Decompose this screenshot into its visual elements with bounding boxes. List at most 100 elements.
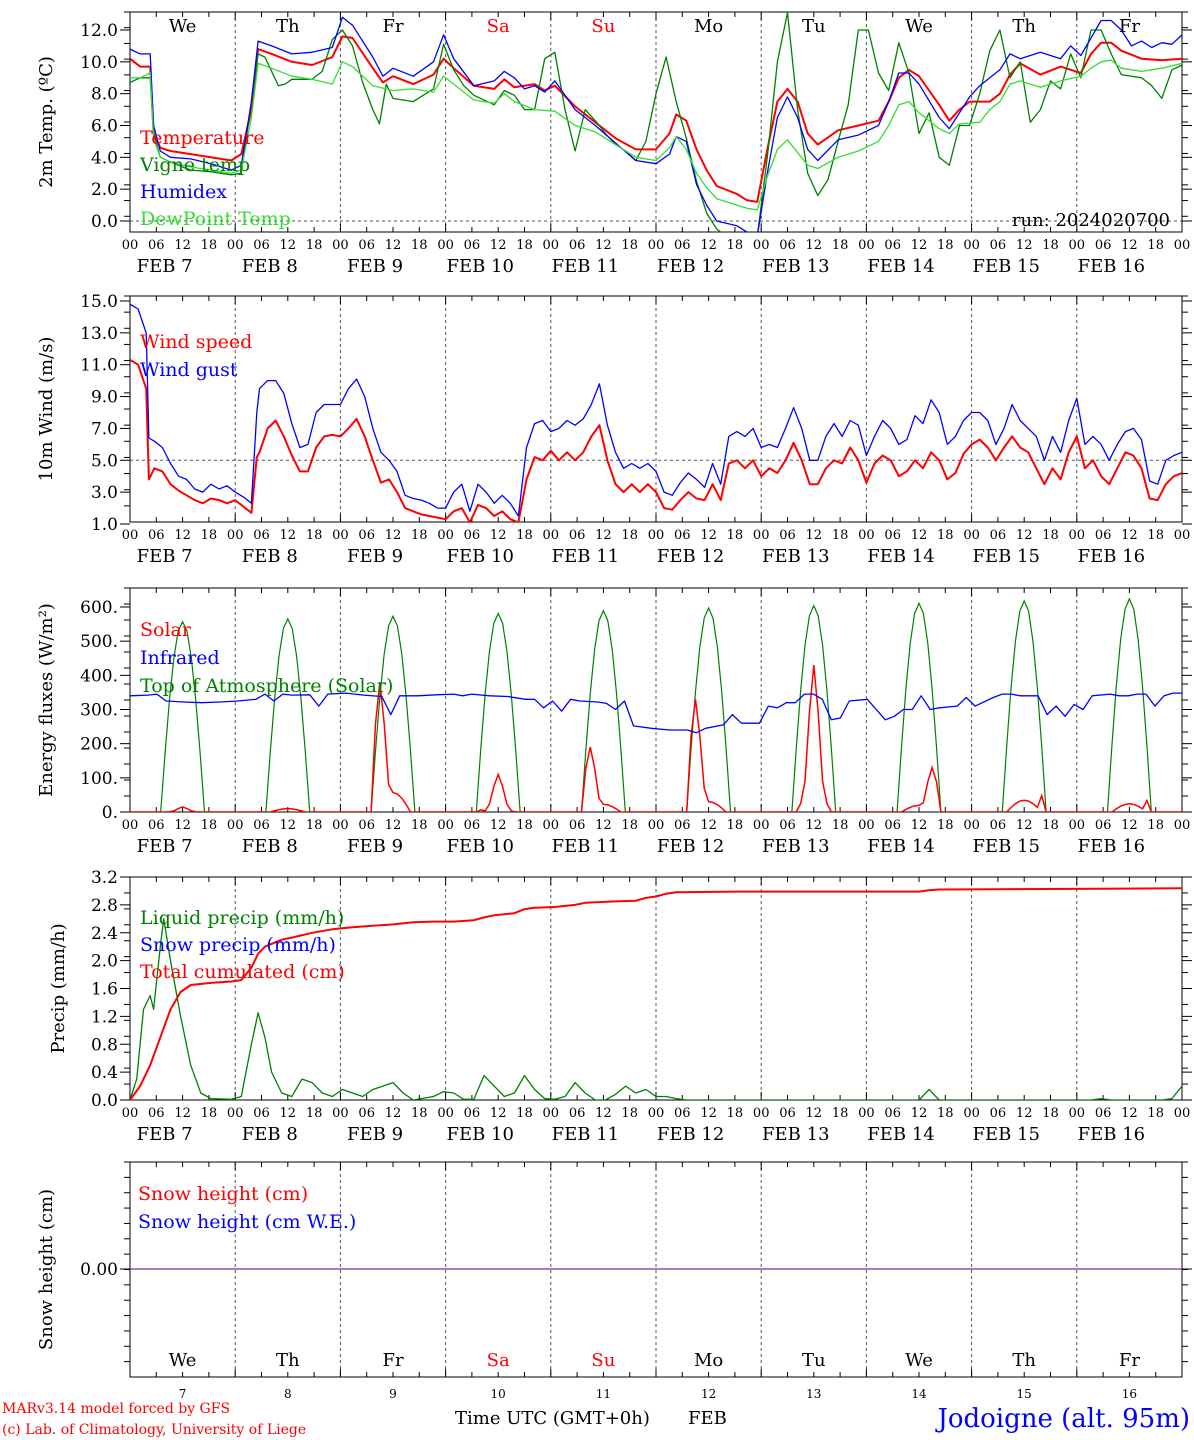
x-tick-label: 06 bbox=[990, 238, 1007, 253]
day-number-label: 9 bbox=[389, 1387, 397, 1401]
legend-entry: Snow height (cm W.E.) bbox=[138, 1211, 356, 1233]
date-label: FEB 13 bbox=[762, 256, 829, 277]
day-number-label: 14 bbox=[911, 1387, 927, 1401]
x-tick-label: 12 bbox=[595, 818, 612, 833]
date-label: FEB 9 bbox=[347, 256, 403, 277]
x-tick-label: 18 bbox=[201, 528, 218, 543]
x-tick-label: 06 bbox=[148, 238, 165, 253]
date-label: FEB 9 bbox=[347, 546, 403, 567]
x-tick-label: 00 bbox=[437, 818, 454, 833]
date-label: FEB 11 bbox=[552, 256, 619, 277]
series-line-total-cumulated-cm- bbox=[130, 887, 1182, 1100]
x-tick-label: 18 bbox=[621, 818, 638, 833]
x-tick-label: 00 bbox=[963, 1106, 980, 1121]
x-tick-label: 12 bbox=[280, 818, 297, 833]
weekday-label: Mo bbox=[694, 1350, 723, 1371]
date-label: FEB 12 bbox=[657, 836, 724, 857]
legend-entry: Humidex bbox=[140, 181, 227, 203]
weekday-label: Sa bbox=[487, 16, 510, 37]
day-number-label: 10 bbox=[491, 1387, 506, 1401]
date-label: FEB 7 bbox=[137, 256, 193, 277]
date-label: FEB 9 bbox=[347, 1124, 403, 1145]
date-label: FEB 16 bbox=[1078, 1124, 1145, 1145]
x-tick-label: 06 bbox=[358, 528, 375, 543]
x-tick-label: 18 bbox=[411, 1106, 428, 1121]
date-label: FEB 11 bbox=[552, 1124, 619, 1145]
series-line-wind-gust bbox=[130, 303, 1182, 517]
x-tick-label: 18 bbox=[832, 528, 849, 543]
date-label: FEB 8 bbox=[242, 546, 298, 567]
legend-entry: Top of Atmosphere (Solar) bbox=[140, 675, 393, 697]
weekday-label: Mo bbox=[694, 16, 723, 37]
date-label: FEB 14 bbox=[867, 1124, 934, 1145]
x-tick-label: 12 bbox=[806, 528, 823, 543]
x-tick-label: 06 bbox=[884, 528, 901, 543]
x-tick-label: 18 bbox=[1147, 818, 1164, 833]
x-tick-label: 00 bbox=[753, 528, 770, 543]
x-tick-label: 06 bbox=[358, 1106, 375, 1121]
x-tick-label: 00 bbox=[332, 1106, 349, 1121]
x-tick-label: 06 bbox=[1095, 1106, 1112, 1121]
legend-entry: Wind gust bbox=[140, 359, 238, 381]
x-tick-label: 18 bbox=[201, 818, 218, 833]
x-tick-label: 18 bbox=[306, 238, 323, 253]
x-tick-label: 06 bbox=[990, 1106, 1007, 1121]
y-tick-label: 1.6 bbox=[91, 980, 118, 1000]
x-tick-label: 06 bbox=[1095, 238, 1112, 253]
legend-entry: Temperature bbox=[140, 127, 264, 149]
date-label: FEB 10 bbox=[446, 1124, 513, 1145]
x-tick-label: 12 bbox=[280, 528, 297, 543]
x-tick-label: 00 bbox=[227, 528, 244, 543]
legend-entry: Snow height (cm) bbox=[138, 1183, 308, 1205]
date-label: FEB 15 bbox=[972, 546, 1039, 567]
x-tick-label: 18 bbox=[1042, 818, 1059, 833]
x-tick-label: 06 bbox=[358, 238, 375, 253]
credit-line-2: (c) Lab. of Climatology, University of L… bbox=[2, 1422, 306, 1438]
time-axis-title: Time UTC (GMT+0h) bbox=[455, 1408, 650, 1429]
x-tick-label: 00 bbox=[1069, 238, 1086, 253]
x-tick-label: 06 bbox=[779, 238, 796, 253]
date-label: FEB 16 bbox=[1078, 256, 1145, 277]
x-tick-label: 00 bbox=[858, 238, 875, 253]
x-tick-label: 00 bbox=[753, 818, 770, 833]
x-tick-label: 06 bbox=[674, 1106, 691, 1121]
x-tick-label: 18 bbox=[201, 238, 218, 253]
date-label: FEB 12 bbox=[657, 546, 724, 567]
x-tick-label: 06 bbox=[569, 238, 586, 253]
y-tick-label: 2.0 bbox=[91, 952, 118, 972]
date-label: FEB 15 bbox=[972, 1124, 1039, 1145]
x-tick-label: 18 bbox=[1147, 238, 1164, 253]
y-tick-label: 0.00 bbox=[80, 1260, 118, 1280]
x-tick-label: 00 bbox=[648, 238, 665, 253]
x-tick-label: 00 bbox=[1174, 528, 1191, 543]
y-axis-label: Energy fluxes (W/m²) bbox=[36, 603, 57, 797]
x-tick-label: 00 bbox=[648, 818, 665, 833]
y-tick-label: 2.4 bbox=[91, 924, 118, 944]
legend-entry: DewPoint Temp bbox=[140, 208, 291, 230]
x-tick-label: 00 bbox=[227, 238, 244, 253]
x-tick-label: 06 bbox=[674, 238, 691, 253]
panel-4: 00 06 12 18 00 06 12 18 00 06 12 18 00 06 12 18 00 06 12 18… bbox=[48, 868, 1192, 1145]
series-line-toa-solar bbox=[130, 597, 1182, 812]
x-tick-label: 12 bbox=[595, 238, 612, 253]
y-tick-label: 12.0 bbox=[80, 21, 118, 41]
date-label: FEB 9 bbox=[347, 836, 403, 857]
weekday-label: We bbox=[905, 16, 933, 37]
weekday-label: Tu bbox=[802, 16, 826, 37]
x-tick-label: 06 bbox=[779, 1106, 796, 1121]
x-tick-label: 00 bbox=[648, 528, 665, 543]
x-tick-label: 12 bbox=[490, 528, 507, 543]
y-tick-label: 0. bbox=[102, 803, 118, 823]
x-tick-label: 06 bbox=[884, 238, 901, 253]
x-tick-label: 12 bbox=[595, 1106, 612, 1121]
date-label: FEB 15 bbox=[972, 256, 1039, 277]
x-tick-label: 00 bbox=[543, 818, 560, 833]
date-label: FEB 13 bbox=[762, 1124, 829, 1145]
legend-entry: Solar bbox=[140, 619, 192, 641]
x-tick-label: 12 bbox=[385, 818, 402, 833]
series-group bbox=[130, 12, 1182, 232]
x-tick-label: 12 bbox=[806, 238, 823, 253]
x-tick-label: 06 bbox=[253, 818, 270, 833]
x-tick-label: 06 bbox=[1095, 528, 1112, 543]
x-tick-label: 18 bbox=[832, 818, 849, 833]
